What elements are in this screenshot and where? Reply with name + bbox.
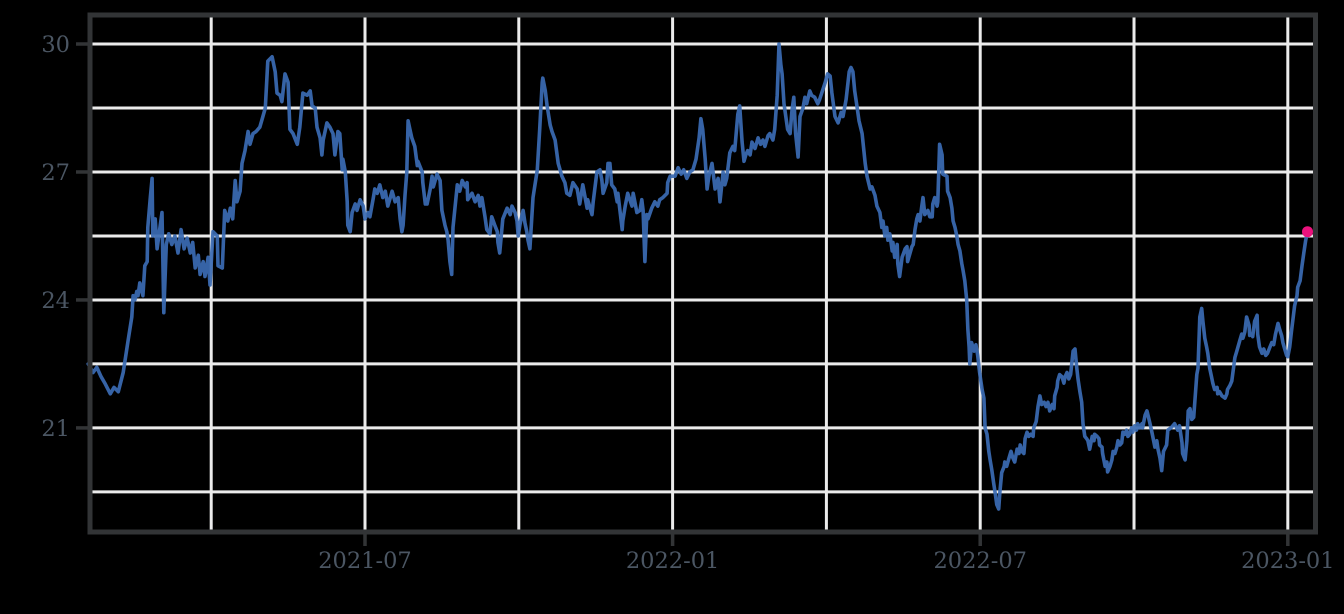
y-tick-label: 24	[41, 288, 70, 314]
x-tick-label: 2022-07	[933, 548, 1027, 574]
x-tick-label: 2021-07	[318, 548, 412, 574]
x-tick-label: 2023-01	[1241, 548, 1335, 574]
y-tick-label: 21	[41, 416, 70, 442]
y-tick-label: 27	[41, 160, 70, 186]
x-tick-label: 2022-01	[626, 548, 720, 574]
plot-border	[87, 12, 1318, 535]
last-price-marker	[1302, 226, 1314, 238]
price-line	[86, 42, 1310, 511]
y-tick-label: 30	[41, 32, 70, 58]
